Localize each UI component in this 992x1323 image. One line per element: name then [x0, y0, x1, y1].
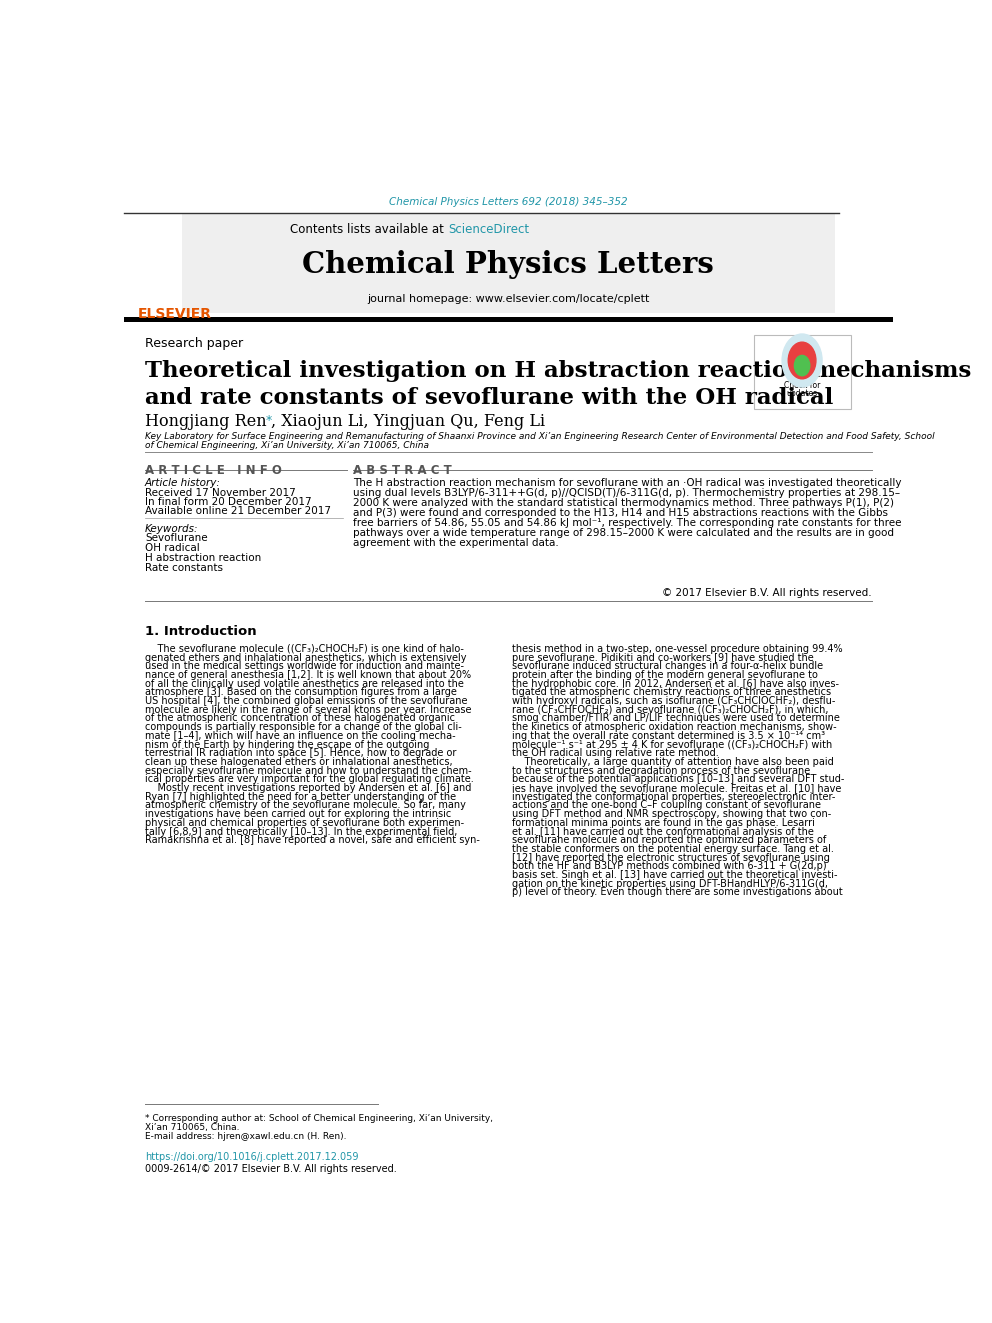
Text: because of the potential applications [10–13] and several DFT stud-: because of the potential applications [1… [512, 774, 844, 785]
Text: H abstraction reaction: H abstraction reaction [145, 553, 261, 564]
Text: molecule are likely in the range of several ktons per year. Increase: molecule are likely in the range of seve… [145, 705, 471, 714]
Text: * Corresponding author at: School of Chemical Engineering, Xi’an University,: * Corresponding author at: School of Che… [145, 1114, 493, 1122]
Text: nism of the Earth by hindering the escape of the outgoing: nism of the Earth by hindering the escap… [145, 740, 430, 750]
Text: rane (CF₃CHFOCHF₂) and sevoflurane ((CF₃)₂CHOCH₂F), in which,: rane (CF₃CHFOCHF₂) and sevoflurane ((CF₃… [512, 705, 828, 714]
Text: A B S T R A C T: A B S T R A C T [352, 463, 451, 476]
Text: sevoflurane induced structural changes in a four-α-helix bundle: sevoflurane induced structural changes i… [512, 662, 822, 671]
Text: with hydroxyl radicals, such as isoflurane (CF₃CHClOCHF₂), desflu-: with hydroxyl radicals, such as isoflura… [512, 696, 835, 706]
Text: ELSEVIER: ELSEVIER [138, 307, 212, 321]
Text: basis set. Singh et al. [13] have carried out the theoretical investi-: basis set. Singh et al. [13] have carrie… [512, 871, 837, 880]
Text: both the HF and B3LYP methods combined with 6-311 + G(2d,p): both the HF and B3LYP methods combined w… [512, 861, 826, 872]
Text: used in the medical settings worldwide for induction and mainte-: used in the medical settings worldwide f… [145, 662, 464, 671]
Text: of the atmospheric concentration of these halogenated organic: of the atmospheric concentration of thes… [145, 713, 455, 724]
Text: thesis method in a two-step, one-vessel procedure obtaining 99.4%: thesis method in a two-step, one-vessel … [512, 644, 842, 654]
Text: US hospital [4], the combined global emissions of the sevoflurane: US hospital [4], the combined global emi… [145, 696, 467, 706]
Text: ⁎: ⁎ [266, 410, 272, 423]
Text: the OH radical using relative rate method.: the OH radical using relative rate metho… [512, 749, 718, 758]
Text: the kinetics of atmospheric oxidation reaction mechanisms, show-: the kinetics of atmospheric oxidation re… [512, 722, 836, 732]
Text: ical properties are very important for the global regulating climate.: ical properties are very important for t… [145, 774, 473, 785]
Text: Contents lists available at: Contents lists available at [291, 224, 448, 237]
Text: of all the clinically used volatile anesthetics are released into the: of all the clinically used volatile anes… [145, 679, 464, 689]
Text: Received 17 November 2017: Received 17 November 2017 [145, 488, 296, 497]
Text: investigations have been carried out for exploring the intrinsic: investigations have been carried out for… [145, 810, 451, 819]
Circle shape [789, 343, 815, 378]
Text: Ramakrishna et al. [8] have reported a novel, safe and efficient syn-: Ramakrishna et al. [8] have reported a n… [145, 835, 480, 845]
FancyBboxPatch shape [755, 336, 850, 409]
Text: terrestrial IR radiation into space [5]. Hence, how to degrade or: terrestrial IR radiation into space [5].… [145, 749, 456, 758]
Text: genated ethers and inhalational anesthetics, which is extensively: genated ethers and inhalational anesthet… [145, 652, 466, 663]
Text: formational minima points are found in the gas phase. Lesarri: formational minima points are found in t… [512, 818, 814, 828]
Circle shape [795, 356, 809, 376]
Text: and P(3) were found and corresponded to the H13, H14 and H15 abstractions reacti: and P(3) were found and corresponded to … [352, 508, 888, 519]
Text: Xi’an 710065, China.: Xi’an 710065, China. [145, 1123, 239, 1131]
Circle shape [782, 333, 822, 388]
Text: https://doi.org/10.1016/j.cplett.2017.12.059: https://doi.org/10.1016/j.cplett.2017.12… [145, 1152, 358, 1162]
Text: Article history:: Article history: [145, 479, 221, 488]
Text: 2000 K were analyzed with the standard statistical thermodynamics method. Three : 2000 K were analyzed with the standard s… [352, 499, 894, 508]
Text: especially sevoflurane molecule and how to understand the chem-: especially sevoflurane molecule and how … [145, 766, 471, 775]
Text: A R T I C L E   I N F O: A R T I C L E I N F O [145, 463, 282, 476]
Text: actions and the one-bond C–F coupling constant of sevoflurane: actions and the one-bond C–F coupling co… [512, 800, 820, 811]
Text: the hydrophobic core. In 2012, Andersen et al. [6] have also inves-: the hydrophobic core. In 2012, Andersen … [512, 679, 838, 689]
Text: atmospheric chemistry of the sevoflurane molecule. So far, many: atmospheric chemistry of the sevoflurane… [145, 800, 466, 811]
Text: sevoflurane molecule and reported the optimized parameters of: sevoflurane molecule and reported the op… [512, 835, 825, 845]
Text: Chemical Physics Letters 692 (2018) 345–352: Chemical Physics Letters 692 (2018) 345–… [389, 197, 628, 208]
Text: Available online 21 December 2017: Available online 21 December 2017 [145, 505, 331, 516]
Text: investigated the conformational properties, stereoelectronic inter-: investigated the conformational properti… [512, 791, 835, 802]
Text: Theoretically, a large quantity of attention have also been paid: Theoretically, a large quantity of atten… [512, 757, 833, 767]
Bar [182, 213, 835, 312]
Text: Mostly recent investigations reported by Andersen et al. [6] and: Mostly recent investigations reported by… [145, 783, 471, 792]
Text: ScienceDirect: ScienceDirect [448, 224, 529, 237]
Text: Key Laboratory for Surface Engineering and Remanufacturing of Shaanxi Province a: Key Laboratory for Surface Engineering a… [145, 433, 934, 441]
Text: gation on the kinetic properties using DFT-BHandHLYP/6-311G(d,: gation on the kinetic properties using D… [512, 878, 827, 889]
Text: Ryan [7] highlighted the need for a better understanding of the: Ryan [7] highlighted the need for a bett… [145, 791, 456, 802]
Text: clean up these halogenated ethers or inhalational anesthetics,: clean up these halogenated ethers or inh… [145, 757, 452, 767]
Bar [124, 316, 893, 321]
Text: ies have involved the sevoflurane molecule. Freitas et al. [10] have: ies have involved the sevoflurane molecu… [512, 783, 841, 792]
Text: [12] have reported the electronic structures of sevoflurane using: [12] have reported the electronic struct… [512, 853, 829, 863]
Text: atmosphere [3]. Based on the consumption figures from a large: atmosphere [3]. Based on the consumption… [145, 688, 456, 697]
Text: p) level of theory. Even though there are some investigations about: p) level of theory. Even though there ar… [512, 888, 842, 897]
Text: , Xiaojun Li, Yingjuan Qu, Feng Li: , Xiaojun Li, Yingjuan Qu, Feng Li [271, 413, 546, 430]
Text: mate [1–4], which will have an influence on the cooling mecha-: mate [1–4], which will have an influence… [145, 730, 455, 741]
Text: molecule⁻¹ s⁻¹ at 295 ± 4 K for sevoflurane ((CF₃)₂CHOCH₂F) with: molecule⁻¹ s⁻¹ at 295 ± 4 K for sevoflur… [512, 740, 831, 750]
Text: compounds is partially responsible for a change of the global cli-: compounds is partially responsible for a… [145, 722, 461, 732]
Text: to the structures and degradation process of the sevoflurane: to the structures and degradation proces… [512, 766, 809, 775]
Text: Keywords:: Keywords: [145, 524, 198, 533]
Text: et al. [11] have carried out the conformational analysis of the: et al. [11] have carried out the conform… [512, 827, 813, 836]
Text: agreement with the experimental data.: agreement with the experimental data. [352, 538, 558, 548]
Text: 0009-2614/© 2017 Elsevier B.V. All rights reserved.: 0009-2614/© 2017 Elsevier B.V. All right… [145, 1164, 397, 1174]
Text: updates: updates [787, 389, 817, 398]
Text: E-mail address: hjren@xawl.edu.cn (H. Ren).: E-mail address: hjren@xawl.edu.cn (H. Re… [145, 1132, 346, 1140]
Text: protein after the binding of the modern general sevoflurane to: protein after the binding of the modern … [512, 669, 817, 680]
Text: Research paper: Research paper [145, 337, 243, 351]
Text: tally [6,8,9] and theoretically [10–13]. In the experimental field,: tally [6,8,9] and theoretically [10–13].… [145, 827, 457, 836]
Text: In final form 20 December 2017: In final form 20 December 2017 [145, 497, 311, 507]
Text: Hongjiang Ren: Hongjiang Ren [145, 413, 272, 430]
Text: OH radical: OH radical [145, 542, 199, 553]
Text: nance of general anesthesia [1,2]. It is well known that about 20%: nance of general anesthesia [1,2]. It is… [145, 669, 471, 680]
Text: physical and chemical properties of sevoflurane both experimen-: physical and chemical properties of sevo… [145, 818, 464, 828]
Text: Sevoflurane: Sevoflurane [145, 533, 207, 542]
Text: using dual levels B3LYP/6-311++G(d, p)//QCISD(T)/6-311G(d, p). Thermochemistry p: using dual levels B3LYP/6-311++G(d, p)//… [352, 488, 900, 499]
Text: The sevoflurane molecule ((CF₃)₂CHOCH₂F) is one kind of halo-: The sevoflurane molecule ((CF₃)₂CHOCH₂F)… [145, 644, 464, 654]
Text: Rate constants: Rate constants [145, 564, 223, 573]
Text: Chemical Physics Letters: Chemical Physics Letters [303, 250, 714, 279]
Text: Check for: Check for [784, 381, 820, 390]
Text: The H abstraction reaction mechanism for sevoflurane with an ·OH radical was inv: The H abstraction reaction mechanism for… [352, 479, 901, 488]
Text: 1. Introduction: 1. Introduction [145, 624, 257, 638]
Text: pure sevoflurane. Pidikiti and co-workers [9] have studied the: pure sevoflurane. Pidikiti and co-worker… [512, 652, 813, 663]
Text: ing that the overall rate constant determined is 3.5 × 10⁻¹⁴ cm³: ing that the overall rate constant deter… [512, 730, 824, 741]
Text: the stable conformers on the potential energy surface. Tang et al.: the stable conformers on the potential e… [512, 844, 833, 853]
Text: and rate constants of sevoflurane with the OH radical: and rate constants of sevoflurane with t… [145, 386, 833, 409]
Text: smog chamber/FTIR and LP/LIF techniques were used to determine: smog chamber/FTIR and LP/LIF techniques … [512, 713, 839, 724]
Text: journal homepage: www.elsevier.com/locate/cplett: journal homepage: www.elsevier.com/locat… [367, 294, 650, 303]
Text: using DFT method and NMR spectroscopy, showing that two con-: using DFT method and NMR spectroscopy, s… [512, 810, 830, 819]
Text: tigated the atmospheric chemistry reactions of three anesthetics: tigated the atmospheric chemistry reacti… [512, 688, 830, 697]
Text: pathways over a wide temperature range of 298.15–2000 K were calculated and the : pathways over a wide temperature range o… [352, 528, 894, 538]
Text: free barriers of 54.86, 55.05 and 54.86 kJ mol⁻¹, respectively. The correspondin: free barriers of 54.86, 55.05 and 54.86 … [352, 519, 901, 528]
Text: of Chemical Engineering, Xi’an University, Xi’an 710065, China: of Chemical Engineering, Xi’an Universit… [145, 442, 429, 450]
Text: © 2017 Elsevier B.V. All rights reserved.: © 2017 Elsevier B.V. All rights reserved… [663, 589, 872, 598]
Text: Theoretical investigation on H abstraction reaction mechanisms: Theoretical investigation on H abstracti… [145, 360, 971, 382]
